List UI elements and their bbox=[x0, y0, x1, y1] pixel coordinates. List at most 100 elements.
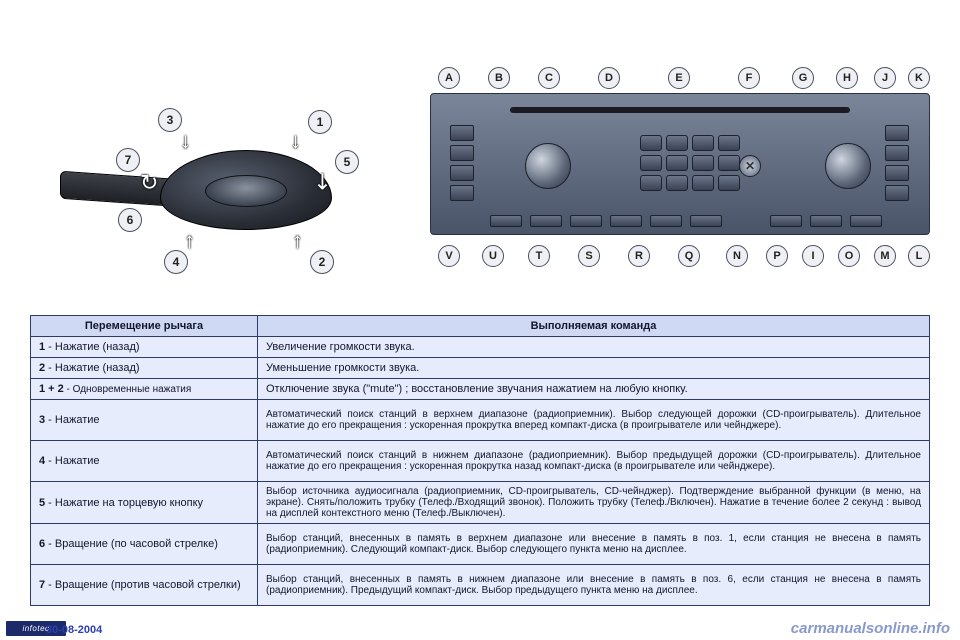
row-command: Автоматический поиск станций в верхнем д… bbox=[258, 400, 930, 441]
key bbox=[666, 135, 688, 151]
stalk-end-button bbox=[205, 175, 287, 207]
radio-figure: ✕ A bbox=[430, 65, 930, 285]
table-row: 1 - Нажатие (назад) Увеличение громкости… bbox=[31, 337, 930, 358]
radio-button bbox=[850, 215, 882, 227]
key bbox=[666, 175, 688, 191]
callout-C: C bbox=[538, 67, 560, 89]
callout-F: F bbox=[738, 67, 760, 89]
arrow-down-icon: ↓ bbox=[180, 128, 191, 154]
callout-B: B bbox=[488, 67, 510, 89]
controls-table: Перемещение рычага Выполняемая команда 1… bbox=[30, 315, 930, 606]
row-command: Увеличение громкости звука. bbox=[258, 337, 930, 358]
key bbox=[718, 155, 740, 171]
key bbox=[666, 155, 688, 171]
radio-button bbox=[885, 125, 909, 141]
callout-V: V bbox=[438, 245, 460, 267]
row-action: - Нажатие на торцевую кнопку bbox=[45, 497, 203, 509]
stalk-figure: ↓ ↑ ↓ ↑ ↙ ↻ 1 2 3 4 5 6 7 bbox=[60, 110, 360, 270]
figures-row: ↓ ↑ ↓ ↑ ↙ ↻ 1 2 3 4 5 6 7 ✕ bbox=[0, 55, 960, 295]
manual-page: ↓ ↑ ↓ ↑ ↙ ↻ 1 2 3 4 5 6 7 ✕ bbox=[0, 0, 960, 640]
radio-button bbox=[610, 215, 642, 227]
knob-right bbox=[825, 143, 871, 189]
radio-button bbox=[690, 215, 722, 227]
numeric-keypad bbox=[640, 135, 740, 191]
page-footer: infotec 30-08-2004 carmanualsonline.info bbox=[0, 618, 960, 640]
table-row: 6 - Вращение (по часовой стрелке) Выбор … bbox=[31, 524, 930, 565]
row-command: Выбор станций, внесенных в память в верх… bbox=[258, 524, 930, 565]
callout-5: 5 bbox=[335, 150, 359, 174]
table-row: 5 - Нажатие на торцевую кнопку Выбор ист… bbox=[31, 482, 930, 524]
radio-button bbox=[530, 215, 562, 227]
arrow-up-icon: ↑ bbox=[184, 228, 195, 254]
table-row: 4 - Нажатие Автоматический поиск станций… bbox=[31, 441, 930, 482]
callout-H: H bbox=[836, 67, 858, 89]
callout-P: P bbox=[766, 245, 788, 267]
arrow-rotate-icon: ↻ bbox=[140, 170, 158, 196]
radio-button bbox=[885, 185, 909, 201]
key bbox=[718, 175, 740, 191]
callout-N: N bbox=[726, 245, 748, 267]
callout-R: R bbox=[628, 245, 650, 267]
cd-slot bbox=[510, 107, 850, 113]
callout-T: T bbox=[528, 245, 550, 267]
radio-button bbox=[810, 215, 842, 227]
header-action: Перемещение рычага bbox=[31, 316, 258, 337]
callout-G: G bbox=[792, 67, 814, 89]
radio-button bbox=[770, 215, 802, 227]
knob-left bbox=[525, 143, 571, 189]
radio-button bbox=[450, 165, 474, 181]
watermark-text: carmanualsonline.info bbox=[791, 620, 950, 637]
row-command: Выбор источника аудиосигнала (радиоприем… bbox=[258, 482, 930, 524]
callout-J: J bbox=[874, 67, 896, 89]
key bbox=[692, 155, 714, 171]
key bbox=[640, 175, 662, 191]
radio-button bbox=[885, 145, 909, 161]
table-header-row: Перемещение рычага Выполняемая команда bbox=[31, 316, 930, 337]
row-action: - Нажатие (назад) bbox=[45, 341, 139, 353]
radio-button bbox=[450, 185, 474, 201]
radio-button bbox=[570, 215, 602, 227]
callout-U: U bbox=[482, 245, 504, 267]
row-command: Уменьшение громкости звука. bbox=[258, 358, 930, 379]
row-command: Выбор станций, внесенных в память в нижн… bbox=[258, 565, 930, 606]
key bbox=[640, 135, 662, 151]
table-row: 1 + 2 - Одновременные нажатия Отключение… bbox=[31, 379, 930, 400]
callout-1: 1 bbox=[308, 110, 332, 134]
callout-M: M bbox=[874, 245, 896, 267]
callout-E: E bbox=[668, 67, 690, 89]
radio-button bbox=[650, 215, 682, 227]
callout-6: 6 bbox=[118, 208, 142, 232]
callout-I: I bbox=[802, 245, 824, 267]
radio-button bbox=[885, 165, 909, 181]
row-num: 1 + 2 bbox=[39, 383, 64, 395]
header-command: Выполняемая команда bbox=[258, 316, 930, 337]
callout-2: 2 bbox=[310, 250, 334, 274]
radio-button bbox=[450, 125, 474, 141]
key bbox=[692, 135, 714, 151]
radio-button bbox=[490, 215, 522, 227]
row-action: - Нажатие bbox=[45, 414, 99, 426]
row-action: - Нажатие (назад) bbox=[45, 362, 139, 374]
table-row: 2 - Нажатие (назад) Уменьшение громкости… bbox=[31, 358, 930, 379]
callout-7: 7 bbox=[116, 148, 140, 172]
callout-Q: Q bbox=[678, 245, 700, 267]
callout-D: D bbox=[598, 67, 620, 89]
callout-O: O bbox=[838, 245, 860, 267]
row-command: Отключение звука ("mute") ; восстановлен… bbox=[258, 379, 930, 400]
arrow-down-icon: ↓ bbox=[290, 128, 301, 154]
radio-button bbox=[450, 145, 474, 161]
callout-A: A bbox=[438, 67, 460, 89]
table-row: 7 - Вращение (против часо­вой стрелки) В… bbox=[31, 565, 930, 606]
row-action: - Вращение (против часо­вой стрелки) bbox=[45, 579, 241, 591]
key bbox=[692, 175, 714, 191]
footer-date: 30-08-2004 bbox=[46, 624, 102, 636]
callout-S: S bbox=[578, 245, 600, 267]
row-action: - Вращение (по часовой стрелке) bbox=[45, 538, 218, 550]
callout-L: L bbox=[908, 245, 930, 267]
key bbox=[718, 135, 740, 151]
row-action: - Одновременные нажатия bbox=[64, 384, 192, 395]
callout-3: 3 bbox=[158, 108, 182, 132]
table-row: 3 - Нажатие Автоматический поиск станций… bbox=[31, 400, 930, 441]
brand-logo-icon: ✕ bbox=[739, 155, 761, 177]
callout-K: K bbox=[908, 67, 930, 89]
